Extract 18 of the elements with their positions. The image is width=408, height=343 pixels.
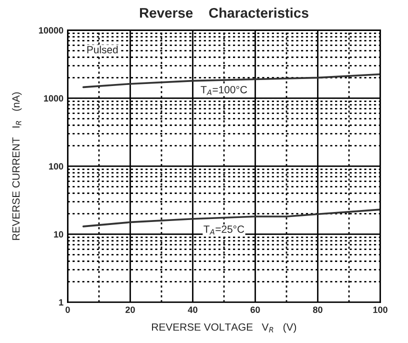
annotation: T$_{A}$=25°C: [204, 226, 244, 234]
x-tick-label: 100: [373, 306, 388, 313]
y-tick-label: 1000: [44, 95, 64, 102]
chart-title: Reverse Characteristics: [140, 8, 308, 18]
x-tick-label: 0: [66, 306, 70, 313]
annotation: T$_{A}$=100°C: [200, 86, 247, 95]
text: REVERSE CURRENT I$_{R}$ (nA): [12, 92, 22, 240]
y-tick-label: 100: [49, 163, 64, 170]
x-tick-label: 80: [313, 306, 322, 313]
line-series: [82, 208, 380, 228]
annotation: Pulsed: [87, 46, 118, 54]
x-tick-label: 20: [126, 306, 135, 313]
y-tick-label: 1: [59, 299, 64, 306]
x-tick-label: 40: [188, 306, 198, 313]
y-tick-label: 10000: [39, 27, 64, 34]
text: REVERSE VOLTAGE V$_{R}$ (V): [152, 323, 296, 333]
y-tick-label: 10: [54, 231, 64, 238]
x-tick-label: 60: [250, 306, 260, 313]
